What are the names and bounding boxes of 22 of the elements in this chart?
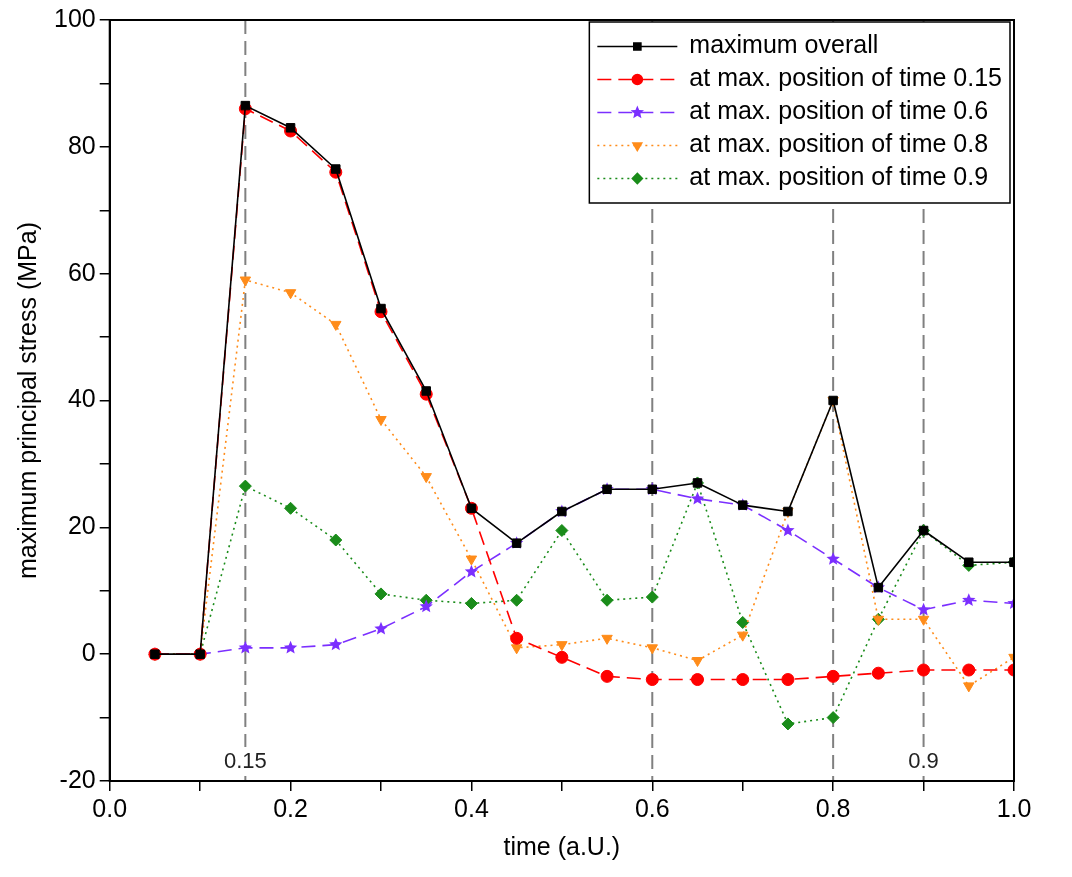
x-tick-label: 0.4: [454, 793, 489, 822]
legend-label: maximum overall: [689, 30, 879, 59]
legend-label: at max. position of time 0.9: [689, 162, 989, 191]
ref-line-label: 0.15: [223, 748, 267, 774]
y-tick-label: 80: [67, 130, 96, 159]
y-tick-label: 40: [67, 384, 96, 413]
ref-line-label: 0.9: [908, 748, 939, 774]
y-tick-label: 60: [67, 257, 96, 286]
y-tick-label: 100: [53, 3, 96, 32]
y-axis-title: maximum principal stress (MPa): [12, 221, 41, 580]
y-tick-label: 0: [81, 638, 96, 667]
legend-label: at max. position of time 0.15: [689, 63, 1003, 92]
y-tick-label: -20: [59, 764, 96, 793]
x-tick-label: 0.0: [92, 793, 128, 822]
x-axis-title: time (a.U.): [503, 831, 621, 860]
x-tick-label: 0.2: [273, 793, 308, 822]
legend-label: at max. position of time 0.8: [689, 129, 989, 158]
legend-label: at max. position of time 0.6: [689, 96, 989, 125]
x-tick-label: 1.0: [996, 793, 1032, 822]
y-tick-label: 20: [67, 511, 96, 540]
x-tick-label: 0.8: [815, 793, 851, 822]
x-tick-label: 0.6: [634, 793, 670, 822]
